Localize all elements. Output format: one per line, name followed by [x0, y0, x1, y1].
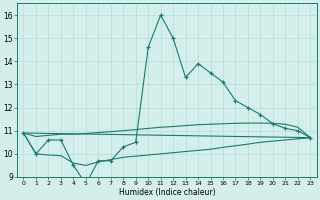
X-axis label: Humidex (Indice chaleur): Humidex (Indice chaleur)	[119, 188, 215, 197]
